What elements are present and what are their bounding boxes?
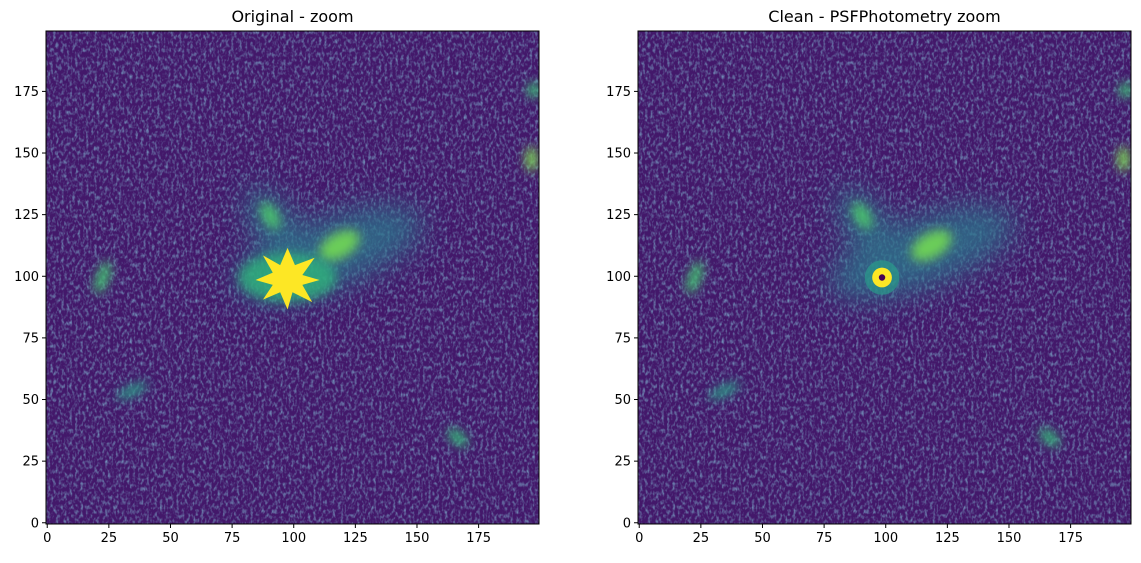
y-tick-label: 150 (14, 147, 39, 162)
x-tick-label: 25 (693, 531, 710, 546)
x-tick-label: 100 (281, 531, 306, 546)
x-tick-label: 75 (816, 531, 833, 546)
x-tick-label: 100 (873, 531, 898, 546)
chart-title: Clean - PSFPhotometry zoom (768, 7, 1000, 26)
image (46, 31, 541, 524)
x-tick-label: 125 (343, 531, 368, 546)
axes-frame (45, 30, 540, 525)
y-tick-label: 175 (606, 85, 631, 100)
y-tick-label: 150 (606, 147, 631, 162)
y-tick-label: 75 (614, 331, 631, 346)
y-tick-label: 50 (614, 393, 631, 408)
y-tick-label: 0 (31, 516, 39, 531)
x-tick-label: 25 (101, 531, 118, 546)
x-tick-label: 150 (405, 531, 430, 546)
x-tick-label: 175 (466, 531, 491, 546)
x-tick-label: 75 (224, 531, 241, 546)
y-tick-label: 25 (614, 455, 631, 470)
x-tick-label: 0 (43, 531, 51, 546)
y-tick-label: 25 (22, 455, 39, 470)
x-tick-label: 125 (935, 531, 960, 546)
y-tick-label: 100 (606, 270, 631, 285)
y-tick-label: 75 (22, 331, 39, 346)
y-tick-label: 125 (606, 208, 631, 223)
x-tick-label: 150 (997, 531, 1022, 546)
x-tick-label: 50 (754, 531, 771, 546)
image (638, 31, 1133, 524)
x-tick-label: 0 (635, 531, 643, 546)
y-tick-label: 125 (14, 208, 39, 223)
x-tick-label: 50 (162, 531, 179, 546)
y-tick-label: 50 (22, 393, 39, 408)
chart-title: Original - zoom (231, 7, 353, 26)
axes-frame (637, 30, 1132, 525)
y-tick-label: 175 (14, 85, 39, 100)
x-tick-label: 175 (1058, 531, 1083, 546)
y-tick-label: 0 (623, 516, 631, 531)
y-tick-label: 100 (14, 270, 39, 285)
